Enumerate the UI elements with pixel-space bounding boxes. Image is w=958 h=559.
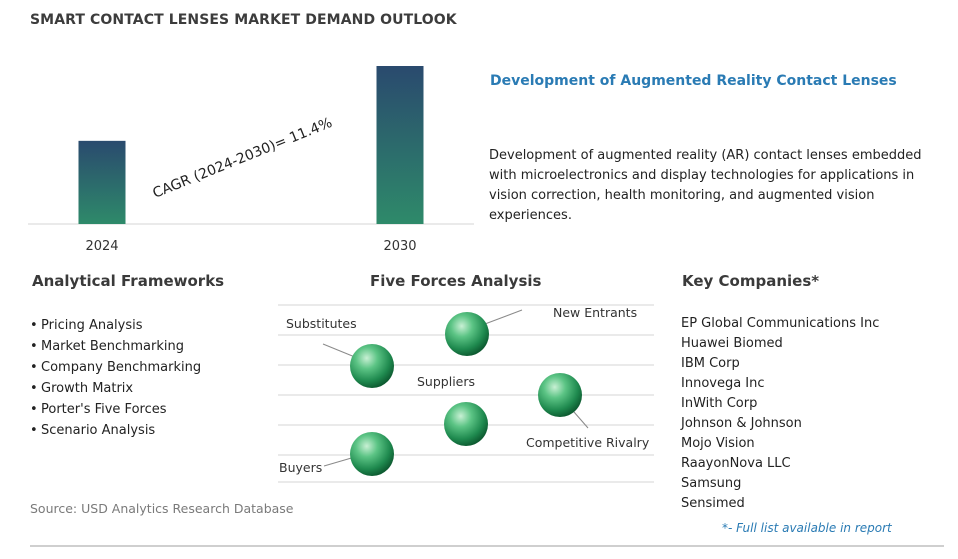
development-text: Development of augmented reality (AR) co…: [489, 148, 922, 223]
source-note: Source: USD Analytics Research Database: [30, 501, 294, 516]
five-forces-title: Five Forces Analysis: [370, 272, 542, 290]
page-title: SMART CONTACT LENSES MARKET DEMAND OUTLO…: [30, 12, 457, 28]
full-list-footnote: *- Full list available in report: [722, 521, 892, 535]
company-item: IBM Corp: [681, 356, 740, 371]
company-item: Sensimed: [681, 496, 745, 511]
companies-title: Key Companies*: [682, 272, 820, 290]
framework-item: Market Benchmarking: [30, 336, 201, 357]
new-entrants-sphere: [445, 312, 489, 356]
bar-2024: [78, 140, 126, 224]
company-item: Huawei Biomed: [681, 336, 783, 351]
frameworks-list: Pricing Analysis Market Benchmarking Com…: [30, 315, 201, 441]
substitutes-label: Substitutes: [286, 316, 357, 331]
suppliers-label: Suppliers: [417, 374, 475, 389]
framework-item: Pricing Analysis: [30, 315, 201, 336]
suppliers-sphere: [444, 402, 488, 446]
substitutes-sphere: [350, 344, 394, 388]
company-item: Innovega Inc: [681, 376, 765, 391]
demand-bar-chart: 2024 2030 CAGR (2024-2030)= 11.4%: [28, 66, 474, 254]
frameworks-title: Analytical Frameworks: [32, 272, 225, 290]
framework-item: Scenario Analysis: [30, 420, 201, 441]
company-item: InWith Corp: [681, 396, 758, 411]
competitive-rivalry-label: Competitive Rivalry: [526, 435, 650, 450]
new-entrants-label: New Entrants: [553, 305, 637, 320]
company-item: EP Global Communications Inc: [681, 316, 880, 331]
companies-list: EP Global Communications Inc Huawei Biom…: [681, 314, 879, 514]
company-item: RaayonNova LLC: [681, 456, 791, 471]
framework-item: Company Benchmarking: [30, 357, 201, 378]
buyers-sphere: [350, 432, 394, 476]
bottom-divider: [30, 545, 944, 547]
five-forces-diagram: New Entrants Substitutes Suppliers Compe…: [278, 304, 654, 483]
development-title: Development of Augmented Reality Contact…: [490, 73, 897, 89]
buyers-label: Buyers: [279, 460, 322, 475]
company-item: Johnson & Johnson: [681, 416, 802, 431]
cagr-annotation: CAGR (2024-2030)= 11.4%: [151, 115, 335, 202]
company-item: Mojo Vision: [681, 436, 755, 451]
x-tick-label: 2024: [85, 239, 118, 254]
x-tick-label: 2030: [383, 239, 416, 254]
framework-item: Porter's Five Forces: [30, 399, 201, 420]
company-item: Samsung: [681, 476, 742, 491]
competitive-rivalry-sphere: [538, 373, 582, 417]
framework-item: Growth Matrix: [30, 378, 201, 399]
bar-2030: [376, 66, 424, 224]
